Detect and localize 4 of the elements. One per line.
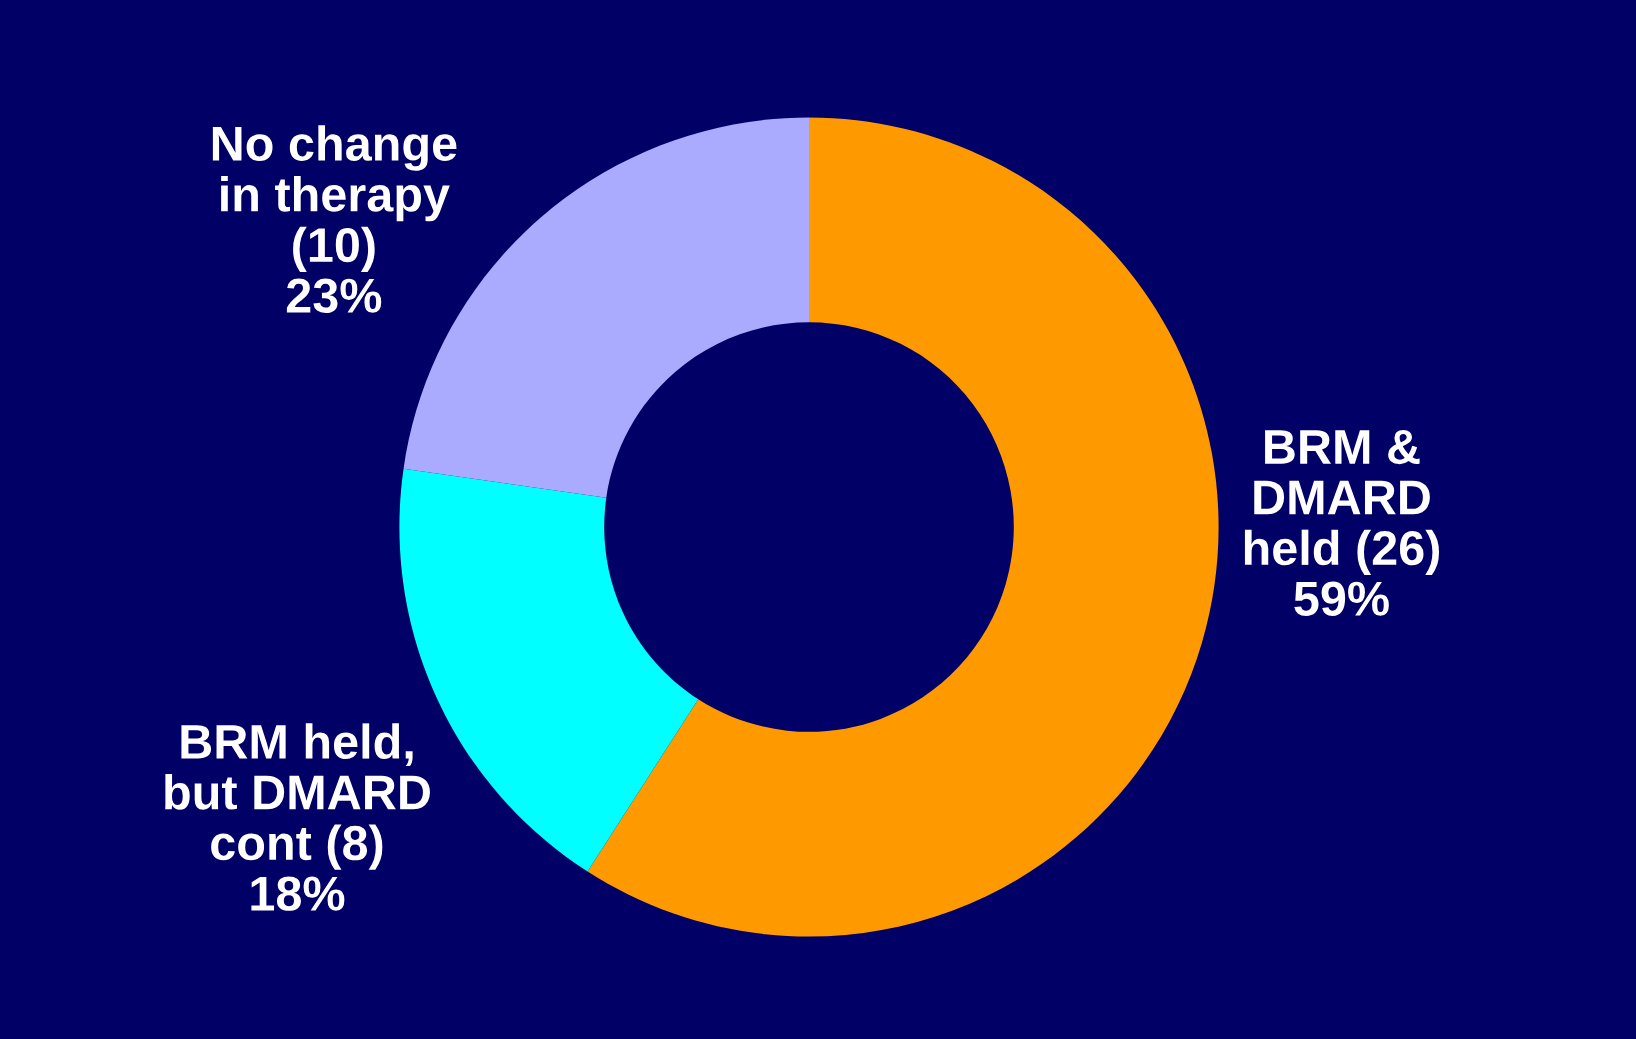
slice-label: BRM held, but DMARD cont (8) 18%: [165, 723, 430, 911]
donut-slice: [587, 117, 1219, 937]
slice-label: No change in therapy (10) 23%: [212, 125, 457, 314]
slice-label: BRM & DMARD held (26) 59%: [1244, 430, 1440, 616]
